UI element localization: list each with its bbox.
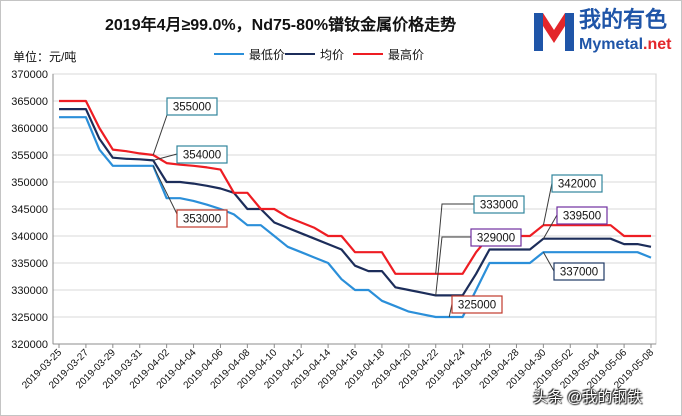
annotation-label: 339500: [563, 211, 601, 223]
high-price-line: [59, 99, 651, 275]
legend-swatch-avg: [285, 53, 315, 55]
annotation-leader-line: [152, 114, 168, 156]
legend-label-avg: 均价: [320, 48, 345, 62]
annotation-label: 329000: [477, 233, 515, 245]
annotation-box: [451, 295, 503, 314]
low-price-line: [59, 116, 652, 319]
m-logo-icon: [534, 13, 574, 51]
annotation-label: 353000: [183, 214, 221, 226]
legend-label-high: 最高价: [388, 48, 425, 62]
y-tick-label: 365000: [11, 96, 48, 108]
y-tick-label: 340000: [11, 231, 48, 243]
annotation-leader-line: [152, 165, 178, 215]
annotation-box: [473, 195, 525, 214]
y-tick-label: 360000: [11, 123, 48, 135]
y-tick-label: 345000: [11, 204, 48, 216]
annotation-leader-line: [542, 251, 555, 272]
annotation-box: [470, 228, 522, 247]
annotation-leader-line: [435, 236, 471, 296]
annotation-box: [176, 209, 228, 228]
annotation-label: 325000: [458, 300, 496, 312]
legend-label-low: 最低价: [249, 48, 286, 62]
legend-swatch-low: [214, 53, 244, 55]
legend-swatch-high: [353, 53, 383, 55]
y-tick-label: 355000: [11, 150, 48, 162]
annotation-box: [553, 262, 605, 281]
logo-text-en: Mymetal.net: [579, 36, 671, 54]
annotation-label: 337000: [560, 267, 598, 279]
annotation-label: 354000: [183, 150, 221, 162]
logo-text-cn: 我的有色: [579, 7, 668, 32]
y-tick-label: 330000: [11, 285, 48, 297]
annotation-leader-line: [542, 214, 558, 239]
annotation-label: 355000: [173, 102, 211, 114]
y-tick-label: 370000: [11, 69, 48, 81]
annotation-leader-line: [153, 153, 178, 161]
y-tick-label: 325000: [11, 312, 48, 324]
y-tick-label: 320000: [11, 339, 48, 351]
annotation-box: [176, 145, 228, 164]
watermark: 头条 @我的钢铁: [533, 389, 643, 406]
annotation-box: [551, 174, 603, 193]
y-tick-label: 350000: [11, 177, 48, 189]
annotation-label: 333000: [480, 200, 518, 212]
unit-label: 单位：元/吨: [13, 50, 77, 64]
logo-text-en-tld: .net: [643, 36, 672, 53]
avg-price-line: [59, 107, 652, 297]
annotation-leader-line: [542, 182, 553, 226]
annotation-leader-line: [435, 203, 474, 274]
logo-text-en-main: Mymetal: [579, 36, 644, 53]
annotation-label: 342000: [558, 179, 596, 191]
annotation-box: [556, 206, 608, 225]
y-tick-label: 335000: [11, 258, 48, 270]
annotation-box: [166, 97, 218, 116]
chart-title: 2019年4月≥99.0%，Nd75-80%镨钕金属价格走势: [105, 17, 457, 34]
